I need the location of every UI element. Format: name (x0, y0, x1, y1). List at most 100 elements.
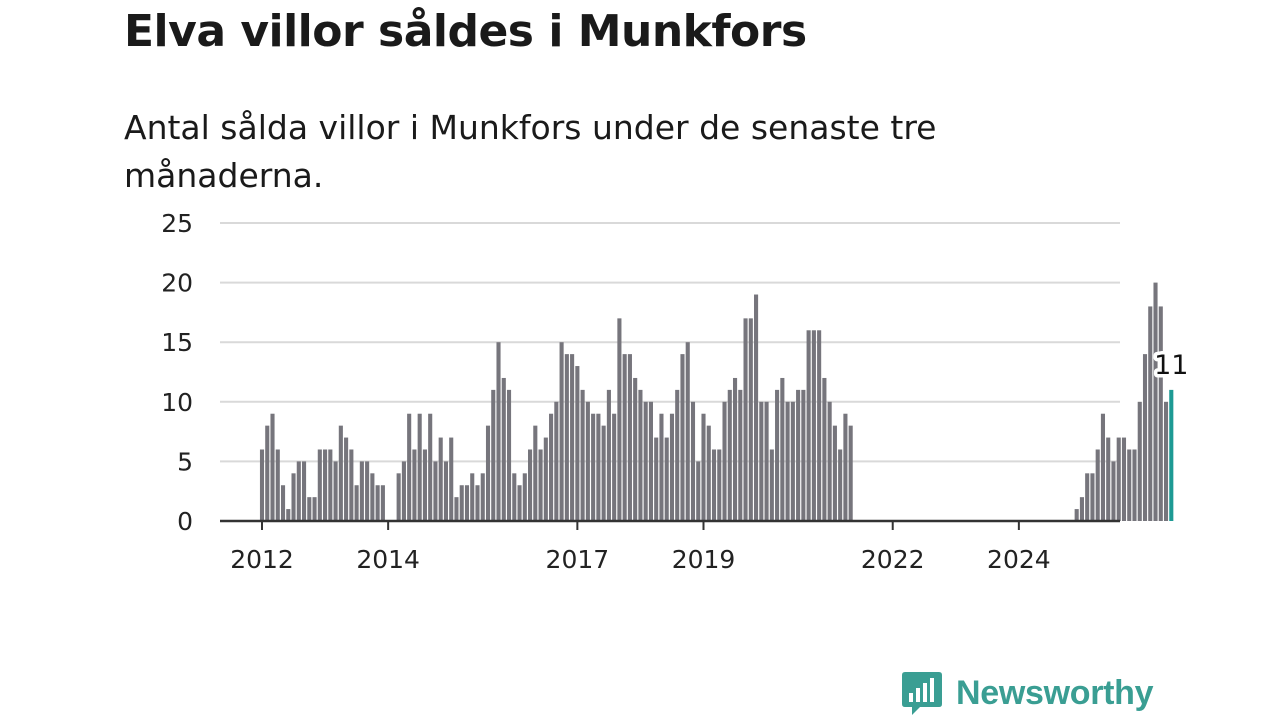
chart-title: Elva villor såldes i Munkfors (124, 6, 807, 57)
bar (659, 413, 664, 521)
bar (1074, 509, 1079, 521)
bar-chart: 0 5 10 15 20 25 2012 2014 2017 2019 2022 2024 11 (161, 209, 1189, 574)
bar (422, 449, 427, 521)
bar (769, 449, 774, 521)
bar (370, 473, 375, 521)
bar (301, 461, 307, 521)
y-tick-label: 5 (177, 447, 193, 476)
bar (265, 425, 270, 521)
bar (496, 342, 501, 521)
bar (775, 389, 780, 521)
bar (323, 449, 328, 521)
bar (328, 449, 333, 521)
y-tick-label: 15 (161, 328, 193, 357)
bar (1090, 473, 1095, 521)
bar (312, 497, 317, 521)
bars (259, 282, 1174, 521)
bar (627, 354, 632, 521)
bar (280, 485, 286, 521)
bar (754, 294, 759, 521)
bar (1095, 449, 1100, 521)
bar (748, 318, 753, 521)
bar (570, 354, 575, 521)
bar (1158, 306, 1163, 521)
bar (517, 485, 522, 521)
newsworthy-brand[interactable]: Newsworthy (902, 670, 1154, 716)
grid-lines (220, 222, 1120, 463)
bar (622, 354, 627, 521)
bar (338, 425, 343, 521)
bar (1106, 437, 1111, 521)
bar (543, 437, 548, 521)
x-tick-label: 2022 (861, 545, 925, 574)
bar (832, 425, 837, 521)
bar (412, 449, 417, 521)
bar (480, 473, 485, 521)
bar (401, 461, 406, 521)
bar (407, 413, 412, 521)
bar (811, 330, 816, 521)
bar (1137, 401, 1142, 521)
bar (643, 401, 648, 521)
bar (759, 401, 764, 521)
y-axis-ticks: 0 5 10 15 20 25 (161, 209, 193, 536)
bar (669, 413, 675, 521)
bar (780, 377, 785, 521)
bar-highlight (1169, 389, 1174, 521)
bar (732, 377, 738, 521)
bar (612, 413, 617, 521)
bar (675, 389, 680, 521)
bar (1100, 413, 1106, 521)
bar (575, 366, 580, 521)
last-value-label: 11 (1154, 350, 1188, 381)
bar (333, 461, 338, 521)
bar (512, 473, 517, 521)
bar (838, 449, 843, 521)
x-tick-label: 2017 (546, 545, 610, 574)
bar (1116, 437, 1121, 521)
bar (506, 389, 512, 521)
bar (396, 473, 401, 521)
bar (680, 354, 685, 521)
bar (706, 425, 711, 521)
bar (344, 437, 349, 521)
y-tick-label: 20 (161, 269, 193, 298)
bar (648, 401, 653, 521)
bar (359, 461, 364, 521)
bar (1111, 461, 1116, 521)
bar (606, 389, 611, 521)
bar (317, 449, 322, 521)
bar (843, 413, 848, 521)
bar (801, 389, 806, 521)
y-tick-label: 10 (161, 388, 193, 417)
bar (1153, 282, 1158, 521)
bar (533, 425, 538, 521)
bar (564, 354, 569, 521)
bar (470, 473, 475, 521)
newsworthy-logo-icon (902, 672, 942, 715)
y-tick-label: 0 (177, 507, 193, 536)
bar (459, 485, 464, 521)
bar (349, 449, 354, 521)
bar (438, 437, 443, 521)
bar (380, 485, 385, 521)
bar (1079, 497, 1084, 521)
bar (491, 389, 496, 521)
x-axis-ticks: 2012 2014 2017 2019 2022 2024 (230, 521, 1051, 574)
bar (585, 401, 590, 521)
bar (554, 401, 559, 521)
bar (259, 449, 265, 521)
bar (617, 318, 622, 521)
bar (464, 485, 470, 521)
x-tick-label: 2024 (987, 545, 1051, 574)
bar (354, 485, 359, 521)
bar (690, 401, 696, 521)
chart-subtitle: Antal sålda villor i Munkfors under de s… (124, 108, 937, 195)
bar (685, 342, 690, 521)
bar (522, 473, 527, 521)
bar (1085, 473, 1090, 521)
bar (275, 449, 280, 521)
bar (1127, 449, 1132, 521)
bar (822, 377, 827, 521)
bar (601, 425, 606, 521)
